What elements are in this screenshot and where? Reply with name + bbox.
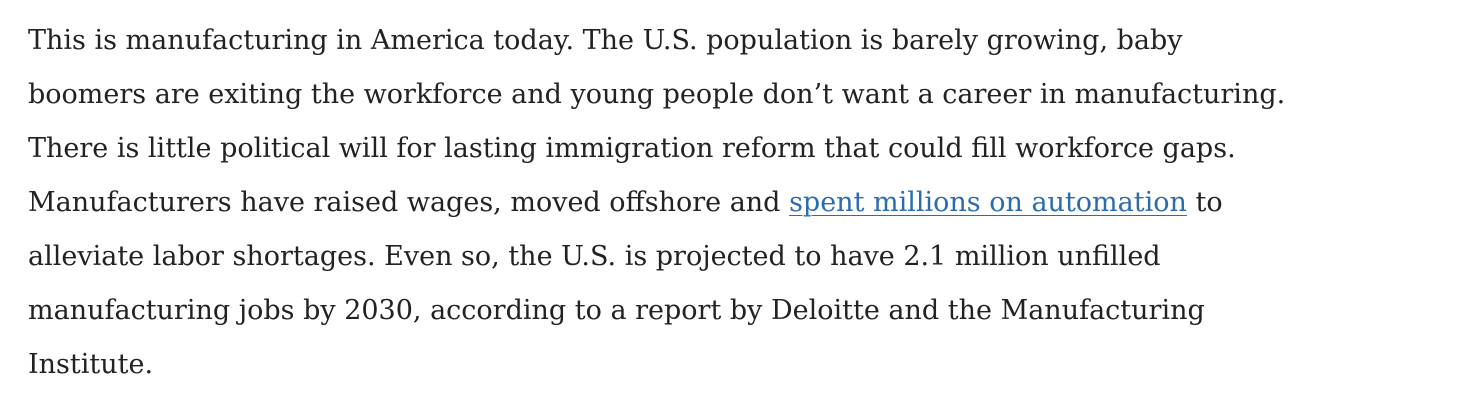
link[interactable]: spent millions on automation (789, 187, 1187, 218)
text-line: Manufacturers have raised wages, moved o… (28, 176, 1285, 230)
text-line: alleviate labor shortages. Even so, the … (28, 241, 1161, 272)
text-line: This is manufacturing in America today. … (28, 25, 1183, 56)
text-line: boomers are exiting the workforce and yo… (28, 79, 1286, 110)
text: to (1195, 187, 1223, 218)
text-line: Institute. (28, 349, 154, 380)
text-line: There is little political will for lasti… (28, 133, 1236, 164)
text-line: manufacturing jobs by 2030, according to… (28, 295, 1205, 326)
text: Manufacturers have raised wages, moved o… (28, 187, 781, 218)
paragraph: This is manufacturing in America today. … (28, 14, 1285, 392)
